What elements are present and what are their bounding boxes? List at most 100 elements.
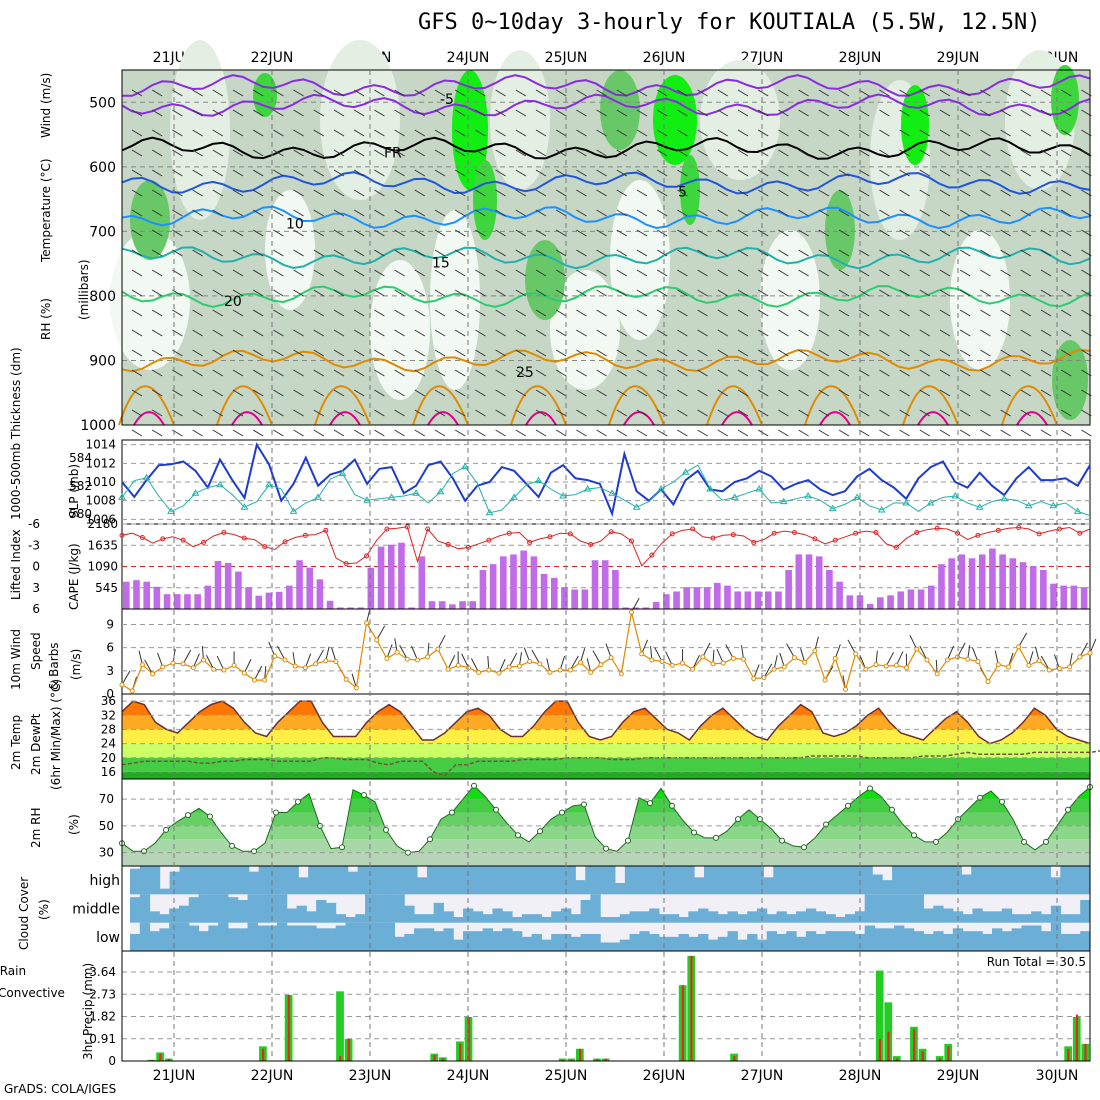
cloud-cell: [933, 905, 944, 923]
wind-barb: [939, 109, 951, 117]
wind-barb: [753, 664, 760, 679]
cloud-cell: [199, 866, 210, 895]
precip-convective-bar: [681, 985, 684, 1061]
thickness-marker: [828, 504, 837, 512]
wind-barb: [959, 149, 971, 157]
wind-barb: [899, 269, 910, 277]
cloud-cell: [565, 866, 576, 895]
bottom-date-label: 23JUN: [349, 1068, 392, 1084]
wind-barb: [778, 229, 789, 237]
thickness-marker: [657, 485, 666, 492]
cape-bar: [184, 594, 191, 609]
wind-barb: [434, 429, 446, 437]
wind-speed-marker: [822, 677, 828, 683]
li-marker: [1016, 525, 1022, 531]
cloud-cell: [423, 914, 435, 923]
wind-barb: [182, 649, 192, 665]
wind-barb: [656, 149, 668, 157]
cloud-cell: [506, 866, 517, 895]
wind-barb: [252, 149, 264, 157]
rh-marker: [537, 828, 543, 835]
cape-bar: [561, 587, 568, 609]
isotherm-30-arc: [721, 411, 753, 426]
cloud-cell: [971, 866, 982, 895]
wind-barb: [757, 349, 769, 357]
wind-barb: [273, 369, 284, 377]
cloud-cell: [555, 866, 566, 895]
thickness-marker: [118, 493, 126, 500]
wind-barb: [798, 349, 809, 357]
isotherm-line: [121, 136, 1091, 160]
wind-barb: [151, 109, 163, 117]
wind-barb: [172, 409, 183, 417]
cape-bar: [836, 581, 843, 609]
wind-barb: [656, 269, 668, 277]
cloud-cell: [169, 871, 180, 895]
wind-barb: [1018, 632, 1028, 648]
cloud-cell: [1050, 877, 1061, 895]
cape-tick-label: 1635: [87, 538, 118, 552]
wind-barb: [333, 269, 345, 277]
wind-barb: [1040, 229, 1052, 237]
li-tick-label: 6: [32, 602, 40, 616]
isotherm-30-arc: [133, 411, 165, 426]
rh-marker: [471, 782, 477, 789]
isotherm-25-arc: [706, 385, 763, 426]
cloud-cell: [384, 922, 395, 951]
wind-barb: [656, 289, 668, 297]
temp-tick-label: 24: [101, 737, 116, 751]
wind-speed-marker: [679, 660, 685, 666]
wind-barb: [243, 658, 252, 674]
wind-barb: [818, 149, 830, 157]
cloud-cell: [805, 931, 817, 951]
wind-barb: [980, 169, 991, 177]
wind-barb: [616, 169, 628, 177]
wind-barb: [838, 89, 850, 97]
wind-barb: [980, 229, 991, 237]
wind-barb: [131, 169, 143, 177]
wind-barb: [858, 209, 870, 217]
cape-bar: [428, 601, 436, 609]
wind-barb: [1040, 89, 1052, 97]
thickness-marker: [363, 496, 371, 503]
wind-barb: [151, 429, 163, 437]
wind-barb: [899, 129, 910, 137]
temp-band: [122, 701, 1090, 716]
cloud-unit-label: (%): [37, 899, 51, 920]
cape-bar: [601, 560, 609, 609]
rh-low-region: [610, 180, 670, 340]
cloud-cell: [595, 866, 606, 895]
cape-bar: [408, 607, 415, 609]
wind-speed-marker: [649, 657, 655, 663]
bottom-date-label: 30JUN: [1036, 1068, 1079, 1084]
wind-speed-marker: [476, 669, 482, 675]
cape-bar: [387, 544, 395, 609]
wind-barb: [192, 149, 203, 157]
wind-barb: [515, 209, 527, 217]
wind-barb: [980, 269, 991, 277]
wind-barb: [293, 409, 304, 417]
rh-high-region: [901, 85, 929, 165]
precip-convective-bar: [690, 955, 693, 1061]
cloud-cell: [374, 894, 386, 923]
wind-barb: [535, 349, 547, 357]
wind-barb: [374, 169, 385, 177]
cape-bar: [194, 594, 201, 609]
cloud-cell: [357, 866, 369, 895]
wind-barb: [972, 647, 979, 662]
pressure-tick-label: 800: [89, 289, 116, 305]
cape-bar: [663, 594, 670, 609]
wind-barb: [838, 429, 850, 437]
wind-barb: [697, 249, 708, 257]
cape-bar: [826, 570, 833, 609]
wind-barb: [353, 329, 365, 337]
wind-barb: [376, 625, 386, 641]
wind-barb: [959, 349, 971, 357]
wind-barb: [919, 389, 931, 397]
wind-barb: [515, 249, 527, 257]
cloud-cell: [561, 908, 572, 923]
wind-barb: [737, 309, 749, 317]
wind-barb: [838, 369, 850, 377]
cape-bar: [815, 556, 823, 609]
rh-marker: [625, 837, 631, 844]
